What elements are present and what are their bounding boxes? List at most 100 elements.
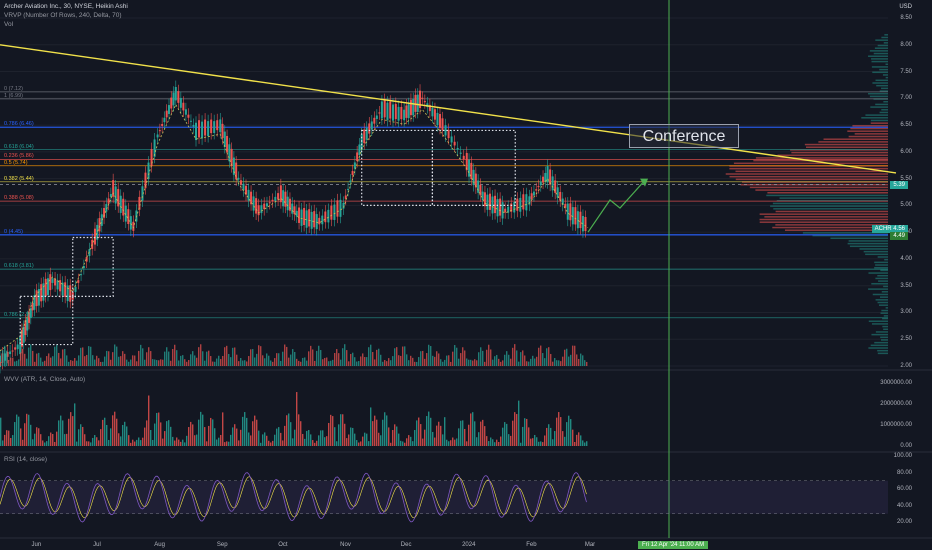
volume-bar <box>158 360 159 366</box>
price-candle <box>303 208 305 225</box>
price-candle <box>163 118 165 122</box>
volume-bar <box>110 360 111 366</box>
projection-arrow-head <box>640 179 648 187</box>
volume-bar <box>188 360 189 366</box>
price-candle <box>130 216 132 229</box>
wvv-bar <box>476 437 477 446</box>
volume-bar <box>538 348 539 366</box>
price-candle <box>533 192 535 196</box>
wvv-bar <box>294 430 295 446</box>
volume-profile-bar <box>868 272 888 274</box>
price-candle <box>569 203 571 220</box>
price-candle <box>356 152 358 161</box>
wvv-bar <box>160 422 161 446</box>
volume-profile-bar <box>750 187 888 189</box>
price-candle <box>180 98 182 108</box>
wvv-bar <box>272 441 273 446</box>
volume-bar <box>114 344 115 366</box>
volume-profile-bar <box>870 106 888 108</box>
wvv-bar <box>326 436 327 446</box>
volume-profile-bar <box>766 195 888 197</box>
price-candle <box>201 122 203 139</box>
volume-bar <box>510 359 511 366</box>
volume-profile-bar <box>868 55 888 57</box>
wvv-bar <box>226 441 227 446</box>
volume-profile-bar <box>878 256 888 258</box>
volume-profile-bar <box>870 96 888 98</box>
volume-bar <box>78 355 79 366</box>
volume-bar <box>42 362 43 366</box>
volume-bar <box>386 361 387 366</box>
volume-bar <box>86 355 87 366</box>
wvv-bar <box>108 440 109 446</box>
volume-profile-bar <box>760 213 888 215</box>
price-candle <box>192 125 194 127</box>
volume-profile-bar <box>881 310 888 312</box>
wvv-bar <box>328 423 329 446</box>
wvv-bar <box>52 434 53 446</box>
wvv-bar <box>350 427 351 446</box>
wvv-bar <box>398 434 399 446</box>
wvv-bar <box>36 427 37 446</box>
volume-bar <box>532 356 533 366</box>
wvv-bar <box>362 437 363 446</box>
price-candle <box>439 114 441 128</box>
volume-bar <box>450 362 451 366</box>
wvv-bar <box>456 438 457 446</box>
wvv-bar <box>112 415 113 446</box>
volume-profile-bar <box>881 88 888 90</box>
price-tick-label: 3.00 <box>900 309 912 315</box>
price-candle <box>400 107 402 119</box>
wvv-bar <box>44 442 45 446</box>
price-candle <box>272 200 274 202</box>
price-candle <box>210 120 212 134</box>
price-candle <box>347 189 349 190</box>
price-candle <box>525 194 527 210</box>
wvv-bar <box>210 418 211 446</box>
wvv-bar <box>184 442 185 446</box>
volume-profile-bar <box>875 264 888 266</box>
volume-bar <box>550 354 551 366</box>
wvv-bar <box>364 433 365 446</box>
wvv-bar <box>192 424 193 446</box>
volume-bar <box>482 351 483 366</box>
price-candle <box>408 104 410 118</box>
wvv-bar <box>140 440 141 446</box>
time-axis-label: Nov <box>340 542 351 548</box>
price-candle <box>540 182 542 186</box>
rsi-tick-label: 60.00 <box>897 486 912 492</box>
volume-bar <box>582 355 583 366</box>
price-candle <box>219 119 221 132</box>
wvv-bar <box>546 428 547 446</box>
wvv-bar <box>548 424 549 446</box>
volume-bar <box>174 345 175 366</box>
volume-bar <box>192 351 193 366</box>
volume-bar <box>206 352 207 366</box>
fib-level-label: 1 (6.99) <box>4 93 23 99</box>
volume-bar <box>66 355 67 366</box>
volume-bar <box>184 359 185 366</box>
wvv-bar <box>242 417 243 446</box>
wvv-bar <box>10 438 11 446</box>
volume-bar <box>568 357 569 366</box>
volume-bar <box>370 345 371 366</box>
volume-profile-bar <box>871 61 888 63</box>
price-candle <box>442 118 444 130</box>
volume-bar <box>420 351 421 366</box>
wvv-bar <box>440 426 441 446</box>
conference-annotation[interactable]: Conference <box>629 124 739 148</box>
price-candle <box>405 105 407 117</box>
price-candle <box>260 205 262 213</box>
wvv-bar <box>42 440 43 446</box>
price-candle <box>161 124 163 126</box>
price-candle <box>108 198 110 203</box>
price-candle <box>301 209 303 225</box>
wvv-bar <box>198 420 199 446</box>
volume-profile-bar <box>764 216 888 218</box>
volume-bar <box>88 346 89 366</box>
wvv-bar <box>480 422 481 446</box>
volume-bar <box>208 351 209 366</box>
volume-profile-bar <box>883 286 888 288</box>
volume-bar <box>496 355 497 366</box>
